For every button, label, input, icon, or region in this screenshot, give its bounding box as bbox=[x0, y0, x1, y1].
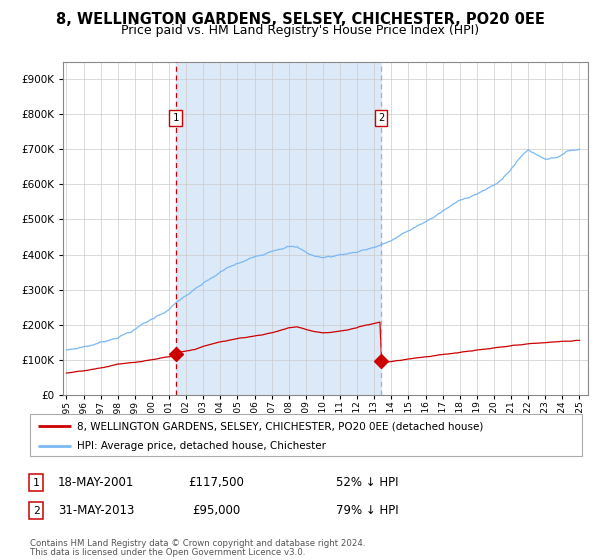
Bar bbox=[176, 62, 382, 395]
Text: 2: 2 bbox=[378, 113, 385, 123]
Text: 79% ↓ HPI: 79% ↓ HPI bbox=[336, 504, 398, 517]
FancyBboxPatch shape bbox=[30, 414, 582, 456]
Text: 52% ↓ HPI: 52% ↓ HPI bbox=[336, 476, 398, 489]
Text: £117,500: £117,500 bbox=[188, 476, 244, 489]
Text: 18-MAY-2001: 18-MAY-2001 bbox=[58, 476, 134, 489]
Text: 2: 2 bbox=[32, 506, 40, 516]
Text: 1: 1 bbox=[32, 478, 40, 488]
Text: Contains HM Land Registry data © Crown copyright and database right 2024.: Contains HM Land Registry data © Crown c… bbox=[30, 539, 365, 548]
Point bbox=[377, 357, 386, 366]
Text: Price paid vs. HM Land Registry's House Price Index (HPI): Price paid vs. HM Land Registry's House … bbox=[121, 24, 479, 38]
Text: 8, WELLINGTON GARDENS, SELSEY, CHICHESTER, PO20 0EE (detached house): 8, WELLINGTON GARDENS, SELSEY, CHICHESTE… bbox=[77, 421, 483, 431]
Text: 1: 1 bbox=[172, 113, 179, 123]
Text: HPI: Average price, detached house, Chichester: HPI: Average price, detached house, Chic… bbox=[77, 441, 326, 451]
Text: 8, WELLINGTON GARDENS, SELSEY, CHICHESTER, PO20 0EE: 8, WELLINGTON GARDENS, SELSEY, CHICHESTE… bbox=[56, 12, 544, 27]
Text: £95,000: £95,000 bbox=[192, 504, 240, 517]
Point bbox=[171, 349, 181, 358]
Text: 31-MAY-2013: 31-MAY-2013 bbox=[58, 504, 134, 517]
Text: This data is licensed under the Open Government Licence v3.0.: This data is licensed under the Open Gov… bbox=[30, 548, 305, 557]
